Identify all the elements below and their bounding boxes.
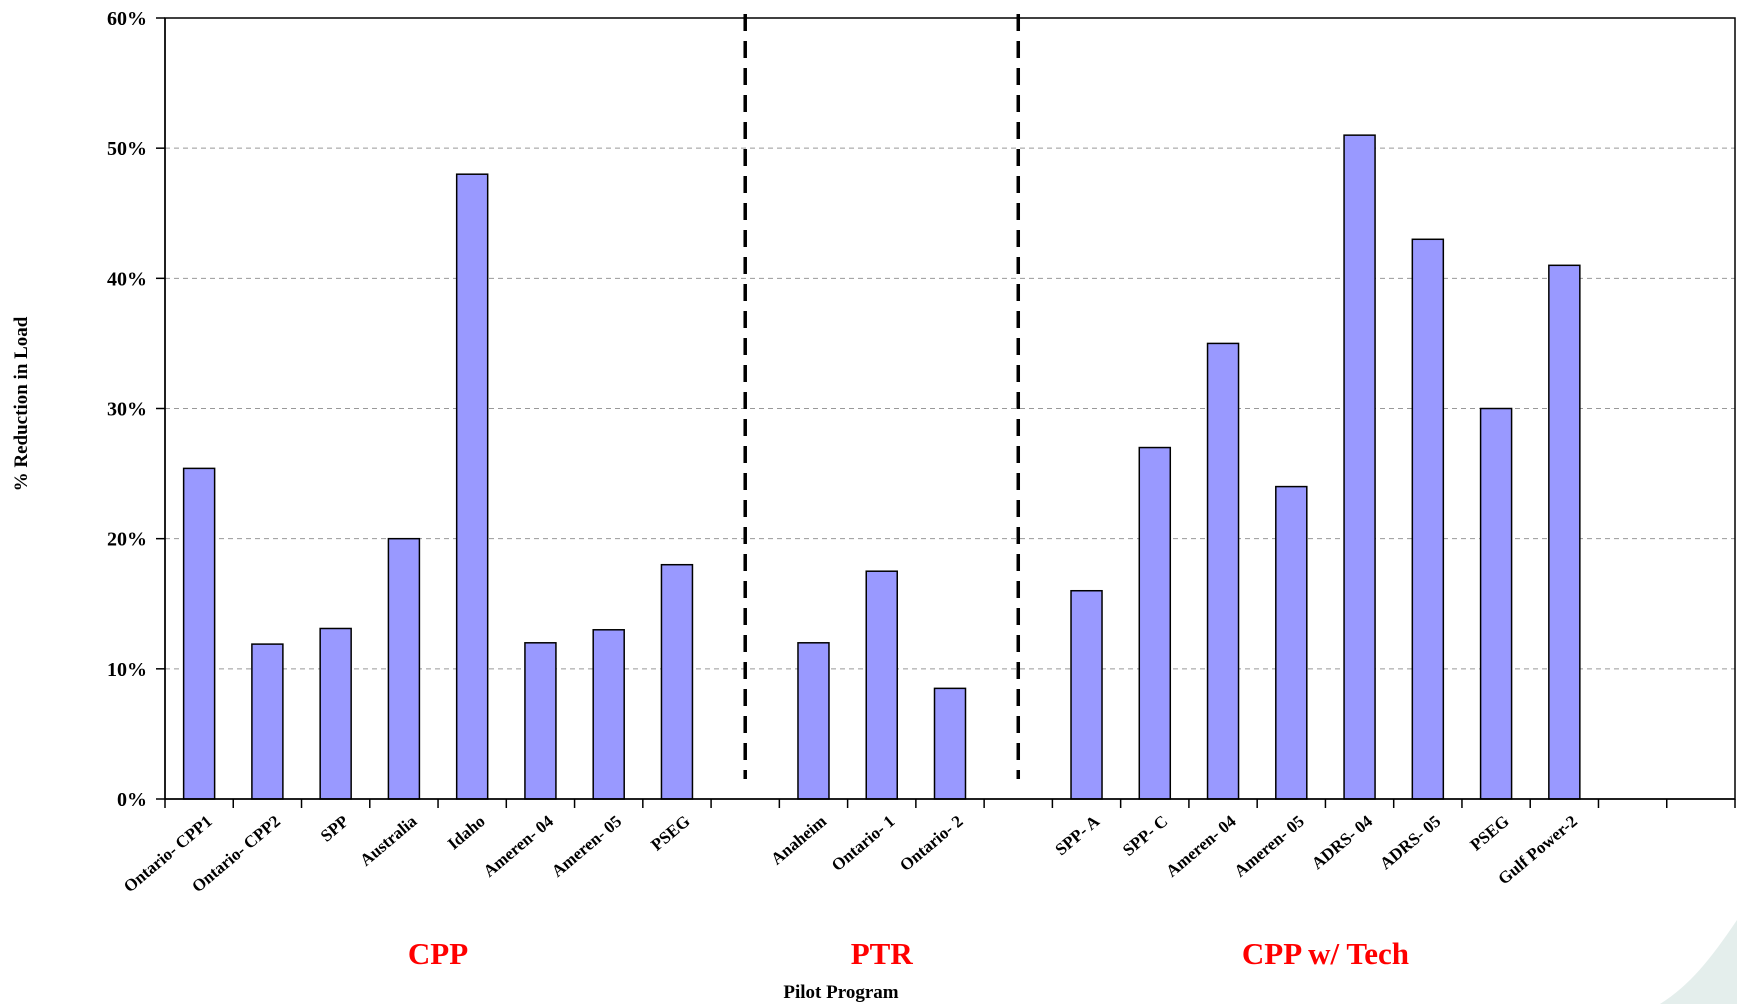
bar bbox=[592, 629, 625, 800]
y-tick-label: 10% bbox=[107, 659, 147, 681]
x-tick-label: SPP- C bbox=[1119, 812, 1171, 860]
bar bbox=[182, 467, 216, 800]
bar bbox=[455, 173, 489, 800]
group-label: CPP bbox=[408, 936, 468, 971]
corner-swoosh-decoration bbox=[1660, 920, 1737, 1004]
y-tick-label: 40% bbox=[107, 268, 147, 290]
y-tick-label: 60% bbox=[107, 8, 147, 30]
y-tick-label: 20% bbox=[107, 529, 147, 551]
x-tick-label: Ameren- 05 bbox=[548, 812, 625, 881]
bar bbox=[797, 642, 830, 800]
x-tick-label: PSEG bbox=[1466, 812, 1512, 855]
x-tick-label: PSEG bbox=[647, 812, 693, 855]
group-labels: CPP PTR CPP w/ Tech bbox=[408, 936, 1409, 971]
x-tick-label: SPP bbox=[317, 812, 352, 846]
bar bbox=[865, 570, 898, 800]
bar bbox=[1070, 589, 1103, 800]
x-tick-label: Ameren- 05 bbox=[1230, 812, 1307, 881]
bar bbox=[1479, 407, 1513, 800]
x-tick-label: Ontario- 1 bbox=[828, 812, 898, 875]
bar bbox=[660, 563, 694, 800]
y-axis-title: % Reduction in Load bbox=[11, 316, 32, 491]
bar bbox=[1275, 485, 1308, 800]
gridlines bbox=[165, 147, 1735, 670]
x-tick-label: Ameren- 04 bbox=[480, 811, 558, 881]
bar bbox=[933, 687, 967, 800]
group-label: CPP w/ Tech bbox=[1242, 936, 1409, 971]
y-tick-label: 0% bbox=[117, 789, 147, 811]
y-tick-labels: 0% 10% 20% 30% 40% 50% 60% bbox=[107, 8, 147, 811]
x-tick-label: Idaho bbox=[444, 812, 489, 854]
y-tick-label: 30% bbox=[107, 399, 147, 421]
x-tick-label: Ontario- 2 bbox=[896, 812, 966, 875]
bar bbox=[1138, 446, 1172, 800]
axes bbox=[156, 14, 1736, 808]
x-tick-label: ADRS- 05 bbox=[1376, 812, 1444, 874]
bar bbox=[1343, 134, 1376, 800]
bar bbox=[1206, 342, 1240, 800]
group-label: PTR bbox=[851, 936, 914, 971]
bar bbox=[319, 627, 352, 800]
x-tick-label: SPP- A bbox=[1051, 811, 1103, 859]
bar bbox=[251, 643, 284, 800]
x-axis-title: Pilot Program bbox=[783, 982, 898, 1003]
bar bbox=[1411, 238, 1445, 800]
bar bbox=[524, 642, 557, 800]
bar bbox=[387, 537, 421, 800]
bars bbox=[182, 134, 1581, 800]
x-tick-label: Ameren- 04 bbox=[1162, 811, 1240, 881]
x-tick-label: Anaheim bbox=[767, 812, 830, 869]
bar bbox=[1548, 264, 1581, 800]
plot-frame bbox=[164, 17, 1736, 800]
y-tick-label: 50% bbox=[107, 138, 147, 160]
x-tick-label: Australia bbox=[356, 811, 421, 870]
x-tick-label: ADRS- 04 bbox=[1308, 811, 1377, 873]
